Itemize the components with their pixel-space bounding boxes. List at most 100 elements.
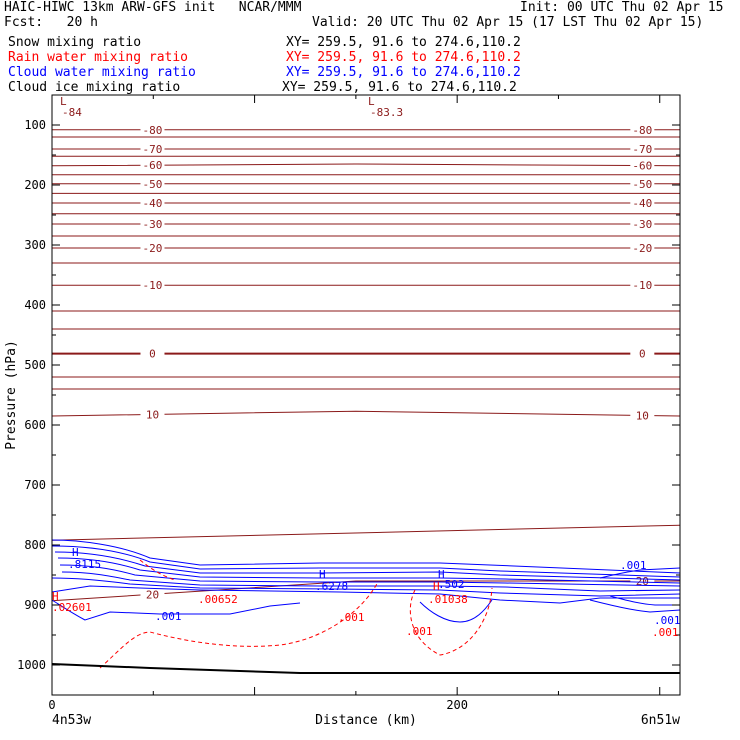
cloud-water-contour: [59, 564, 681, 587]
cloud-water-label: .502: [438, 578, 465, 591]
temperature-label-bg: [140, 408, 165, 421]
extremum-label: L: [60, 95, 67, 108]
left-endpoint-label: 4n53w: [52, 713, 91, 728]
y-tick-label: 500: [24, 358, 46, 372]
cloud-water-contours: [51, 539, 681, 623]
cloud-water-contour: [57, 557, 681, 584]
cloud-water-contour: [51, 577, 681, 597]
temperature-label-bg: [630, 197, 655, 209]
x-tick-label: 200: [446, 698, 468, 712]
y-tick-label: 800: [24, 538, 46, 552]
temperature-min-label: -84: [62, 106, 82, 119]
y-tick-label: 900: [24, 598, 46, 612]
temperature-label: -40: [143, 197, 163, 210]
rain-label: .02601: [52, 601, 92, 614]
temperature-contour: [51, 524, 681, 541]
temperature-label-bg: [630, 242, 655, 254]
y-tick-label: 400: [24, 298, 46, 312]
temperature-label-bg: [140, 218, 165, 230]
cloud-water-contour: [61, 571, 681, 592]
cloud-water-contour: [51, 539, 681, 574]
temperature-label-bg: [140, 347, 165, 360]
y-tick-label: 200: [24, 178, 46, 192]
extremum-label: H: [438, 568, 445, 581]
extremum-label: H: [52, 590, 59, 603]
temperature-label: -80: [143, 124, 163, 137]
temperature-min-labels: -84 -83.3: [62, 106, 403, 119]
rain-label: .00652: [198, 593, 238, 606]
field-cloud-ice-xy: XY= 259.5, 91.6 to 274.6,110.2: [282, 80, 517, 95]
model-title: HAIC-HIWC 13km ARW-GFS init NCAR/MMM: [4, 0, 302, 15]
rain-contour: [139, 559, 176, 581]
cloud-water-label: .6278: [315, 580, 348, 593]
cloud-water-contour: [51, 599, 301, 621]
rain-contours: [99, 559, 493, 669]
temperature-label-bg: [140, 143, 165, 155]
temperature-label: -50: [143, 178, 163, 191]
x-axis-title: Distance (km): [315, 713, 417, 728]
y-axis-title: Pressure (hPa): [4, 340, 19, 450]
y-tick-label: 600: [24, 418, 46, 432]
cloud-water-label: .001: [654, 614, 681, 627]
x-axis: 0 200: [48, 95, 661, 712]
rain-labels: .02601 .00652 .01038 .001 .001 .001: [52, 593, 679, 639]
rain-label: .01038: [428, 593, 468, 606]
temperature-label: -30: [632, 218, 652, 231]
y-tick-label: 700: [24, 478, 46, 492]
temperature-label: -50: [632, 178, 652, 191]
valid-time: Valid: 20 UTC Thu 02 Apr 15 (17 LST Thu …: [312, 15, 704, 30]
temperature-label-bg: [630, 218, 655, 230]
cloud-water-label: .8115: [68, 558, 101, 571]
cloud-water-contour: [54, 551, 681, 581]
extremum-label: H: [319, 568, 326, 581]
right-endpoint-label: 6n51w: [641, 713, 680, 728]
temperature-label: -70: [632, 143, 652, 156]
field-snow-label: Snow mixing ratio: [8, 35, 142, 50]
temperature-contours: -80 -80 -70 -70 -60 -60 -50 -50 -40 -40 -30 -30 -20 -…: [51, 123, 681, 602]
temperature-label: 20: [636, 575, 649, 588]
extremum-label: H: [433, 580, 440, 593]
field-rain-label: Rain water mixing ratio: [8, 50, 189, 65]
temperature-label: 0: [149, 348, 156, 361]
temperature-label: -10: [632, 279, 652, 292]
extrema-markers: L L H H H H H: [52, 95, 445, 603]
temperature-label: 10: [636, 409, 649, 422]
cloud-water-contour: [589, 599, 681, 613]
cloud-water-label: .001: [155, 610, 182, 623]
temperature-label-bg: [140, 177, 165, 190]
temperature-label-bg: [140, 123, 165, 136]
cloud-water-label: .001: [620, 559, 647, 572]
temperature-label-bg: [140, 279, 165, 292]
y-tick-label: 100: [24, 118, 46, 132]
temperature-label: 0: [639, 348, 646, 361]
temperature-label-bg: [140, 242, 165, 254]
temperature-label: -20: [632, 242, 652, 255]
extremum-label: H: [72, 546, 79, 559]
temperature-label-bg: [630, 575, 655, 587]
field-rain-xy: XY= 259.5, 91.6 to 274.6,110.2: [286, 50, 521, 65]
temperature-label-bg: [630, 347, 655, 360]
temperature-label-bg: [630, 159, 655, 172]
temperature-label: -70: [143, 143, 163, 156]
field-cloud-water-xy: XY= 259.5, 91.6 to 274.6,110.2: [286, 65, 521, 80]
temperature-label: -80: [632, 124, 652, 137]
field-cloud-water-label: Cloud water mixing ratio: [8, 65, 196, 80]
rain-label: .001: [338, 611, 365, 624]
terrain-line: [51, 663, 680, 674]
cloud-water-contour: [609, 595, 680, 606]
temperature-label: -10: [143, 279, 163, 292]
temperature-label-bg: [140, 588, 165, 601]
temperature-label-bg: [630, 409, 655, 422]
cloud-water-contour: [51, 545, 681, 578]
cloud-water-contour: [51, 585, 680, 604]
rain-contour: [99, 581, 379, 669]
field-snow-xy: XY= 259.5, 91.6 to 274.6,110.2: [286, 35, 521, 50]
y-tick-label: 1000: [17, 658, 46, 672]
rain-contour: [409, 587, 493, 656]
temperature-label: -60: [143, 159, 163, 172]
extremum-label: L: [368, 95, 375, 108]
temperature-label: -30: [143, 218, 163, 231]
temperature-label-bg: [630, 123, 655, 136]
